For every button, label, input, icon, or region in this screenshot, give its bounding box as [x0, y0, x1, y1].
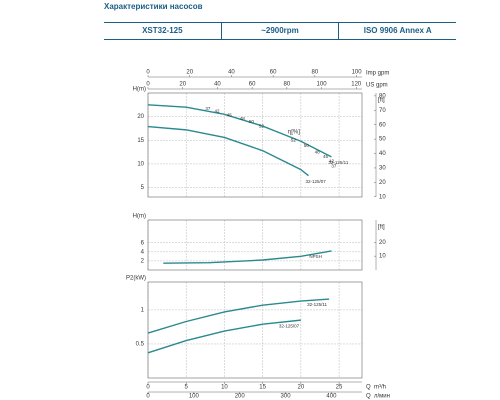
y-tick-label: 4 [141, 249, 145, 255]
top-tick-label: 0 [146, 82, 150, 88]
efficiency-label: 48 [240, 116, 246, 121]
top-axis-label: US gpm [366, 83, 388, 89]
bottom-axis-label: л/мин [374, 394, 390, 400]
y2-axis-label: [ft] [378, 225, 385, 231]
series-label: 32-125/07 [306, 179, 327, 184]
top-tick-label: 100 [317, 82, 328, 88]
y2-axis-label: [ft] [378, 98, 385, 104]
header-title: Характеристики насосов [104, 2, 203, 11]
y-tick-label: 6 [141, 240, 145, 246]
bottom-tick-label: 200 [235, 394, 246, 400]
y2-tick-label: 30 [379, 166, 386, 172]
bottom-tick-label: 0 [146, 394, 150, 400]
top-tick-label: 20 [186, 70, 193, 76]
y-tick-label: 5 [141, 185, 145, 191]
x-tick-label: 20 [298, 385, 305, 391]
header-cell: ISO 9906 Annex A [338, 23, 456, 39]
x-tick-label: 10 [221, 385, 228, 391]
series-label: NPSH [309, 254, 322, 259]
efficiency-label: 42 [214, 109, 220, 114]
y2-tick-label: 80 [379, 93, 386, 99]
top-tick-label: 40 [214, 82, 221, 88]
top-tick-label: 80 [312, 70, 319, 76]
header-table: XST32-125 ~2900rpm ISO 9906 Annex A [104, 22, 456, 40]
plot-frame [147, 92, 363, 198]
x-tick-label: 25 [336, 385, 343, 391]
y-axis-label: H(m) [133, 87, 146, 93]
top-tick-label: 60 [270, 70, 277, 76]
top-tick-label: 0 [146, 70, 150, 76]
y-tick-label: 0.5 [136, 342, 145, 348]
x-tick-label: 15 [259, 385, 266, 391]
series-label: 32-125/11 [328, 160, 348, 165]
efficiency-label: 50 [249, 119, 255, 124]
top-axis-label: Imp gpm [366, 71, 389, 77]
top-tick-label: 100 [352, 70, 363, 76]
efficiency-label: 37 [205, 106, 211, 111]
y2-tick-label: 20 [379, 240, 386, 246]
x-var: Q [366, 385, 371, 391]
top-tick-label: 120 [351, 82, 362, 88]
efficiency-label: 45 [227, 112, 233, 117]
y-axis-label: P2(kW) [126, 276, 146, 282]
y-tick-label: 1 [141, 307, 145, 313]
bottom-tick-label: 400 [326, 394, 337, 400]
y-tick-label: 20 [137, 114, 144, 120]
y-axis-label: H(m) [133, 214, 146, 220]
y2-tick-label: 40 [379, 151, 386, 157]
y2-tick-label: 10 [379, 194, 386, 200]
series-line [147, 125, 309, 177]
series-line [147, 298, 330, 334]
y2-tick-label: 10 [379, 254, 386, 260]
bottom-axis-var: Q [366, 394, 371, 400]
y2-tick-label: 20 [379, 180, 386, 186]
x-tick-label: 0 [146, 385, 150, 391]
y2-tick-label: 50 [379, 137, 386, 143]
y-tick-label: 2 [141, 258, 145, 264]
bottom-tick-label: 100 [189, 394, 200, 400]
eta-label: η[%] [288, 129, 300, 135]
header-cell: ~2900rpm [220, 23, 339, 39]
series-line [147, 104, 332, 158]
x-axis-label: m³/h [374, 385, 386, 391]
y2-tick-label: 60 [379, 122, 386, 128]
x-tick-label: 5 [185, 385, 189, 391]
efficiency-label: 52 [291, 137, 297, 142]
series-line [163, 250, 332, 264]
efficiency-label: 45 [323, 154, 329, 159]
series-label: 32-125/11 [307, 302, 327, 307]
series-label: 32-125/07 [279, 323, 300, 328]
top-tick-label: 20 [179, 82, 186, 88]
header-cell: XST32-125 [142, 26, 183, 35]
top-tick-label: 40 [228, 70, 235, 76]
efficiency-label: 50 [304, 143, 310, 148]
efficiency-label: 48 [315, 149, 321, 154]
plot-frame [147, 219, 363, 271]
series-line [147, 319, 301, 354]
efficiency-label: 52 [259, 123, 265, 128]
y-tick-label: 15 [137, 138, 144, 144]
y-tick-label: 10 [137, 161, 144, 167]
efficiency-label: 42 [329, 159, 335, 164]
plot-frame [147, 281, 363, 379]
bottom-tick-label: 300 [281, 394, 292, 400]
efficiency-label: 37 [331, 163, 337, 168]
y2-tick-label: 70 [379, 108, 386, 114]
top-tick-label: 80 [284, 82, 291, 88]
top-tick-label: 60 [249, 82, 256, 88]
